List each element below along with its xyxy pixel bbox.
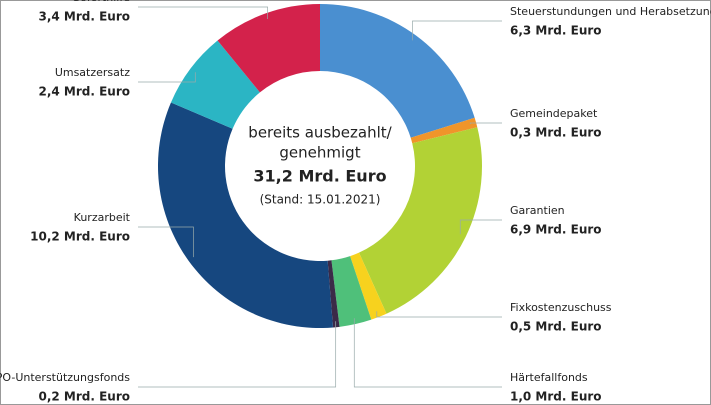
value-label: 0,2 Mrd. Euro [38, 390, 130, 404]
value-label: 0,5 Mrd. Euro [510, 320, 602, 334]
center-text: bereits ausbezahlt/ [248, 124, 392, 142]
legend-label: Kurzarbeit [74, 211, 131, 224]
legend-label: NPO-Unterstützungsfonds [0, 371, 130, 384]
value-label: 6,3 Mrd. Euro [510, 24, 602, 38]
leader-line [459, 219, 502, 235]
slice [157, 102, 334, 328]
legend-label: Gemeindepaket [510, 107, 598, 120]
leader-line [376, 311, 502, 318]
slice [358, 127, 482, 314]
slice [410, 117, 478, 144]
value-label: 0,3 Mrd. Euro [510, 126, 602, 140]
slice [320, 4, 475, 138]
value-label: 10,2 Mrd. Euro [30, 230, 130, 244]
slice [170, 40, 260, 129]
value-label: 3,4 Mrd. Euro [38, 10, 130, 24]
slice [327, 260, 340, 328]
legend-label: Steuerstundungen und Herabsetzungen [510, 5, 711, 18]
leader-line [138, 72, 196, 83]
center-note: (Stand: 15.01.2021) [260, 193, 381, 207]
leader-line [469, 122, 502, 125]
legend-label: Fixkostenzuschuss [510, 301, 612, 314]
legend-label: Soforthilfe [73, 0, 130, 4]
leader-line [138, 321, 337, 388]
leader-line [138, 226, 194, 258]
leader-line [138, 6, 268, 20]
legend-label: Härtefallfonds [510, 371, 588, 384]
slice [217, 4, 320, 93]
legend-label: Umsatzersatz [55, 66, 130, 79]
value-label: 2,4 Mrd. Euro [38, 85, 130, 99]
value-label: 1,0 Mrd. Euro [510, 390, 602, 404]
leader-line [412, 20, 502, 41]
legend-label: Garantien [510, 204, 565, 217]
slice [331, 256, 372, 327]
leader-line [353, 318, 502, 388]
slice [350, 252, 387, 320]
center-total: 31,2 Mrd. Euro [253, 167, 386, 186]
value-label: 6,9 Mrd. Euro [510, 223, 602, 237]
center-text: genehmigt [279, 144, 360, 162]
